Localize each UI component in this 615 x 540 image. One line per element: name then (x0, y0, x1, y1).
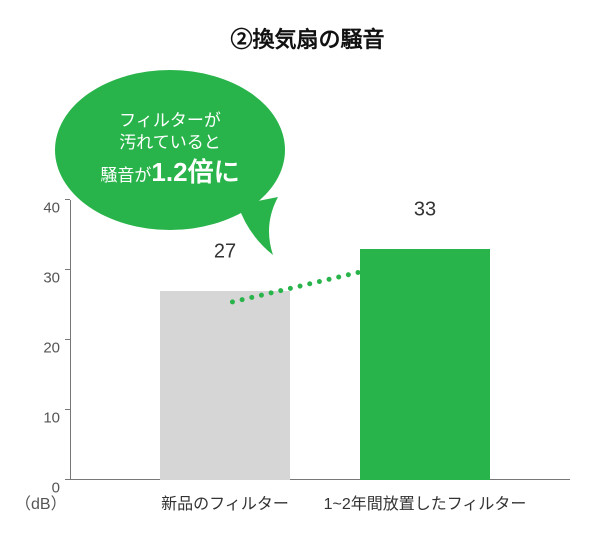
bar (360, 249, 490, 480)
y-tick-mark (65, 409, 70, 410)
callout-prefix: 騒音が (100, 166, 151, 185)
chart-title: ②換気扇の騒音 (0, 0, 615, 54)
callout-emphasis: 1.2倍に (151, 157, 239, 187)
y-axis (70, 200, 71, 480)
y-tick-mark (65, 199, 70, 200)
trend-arrow-head-icon (376, 246, 408, 278)
y-tick-label: 30 (20, 270, 60, 287)
y-axis-unit: （dB） (15, 490, 67, 514)
category-label: 新品のフィルター (161, 480, 289, 514)
y-tick-mark (65, 269, 70, 270)
category-label: 1~2年間放置したフィルター (324, 480, 527, 514)
callout-line-1: フィルターが (119, 110, 221, 133)
chart-plot-area: 010203040 27新品のフィルター331~2年間放置したフィルター (70, 200, 570, 480)
y-tick-label: 40 (20, 200, 60, 217)
bar (160, 291, 290, 480)
y-tick-label: 20 (20, 340, 60, 357)
callout-line-3: 騒音が1.2倍に (100, 155, 239, 190)
y-tick-mark (65, 339, 70, 340)
y-tick-label: 10 (20, 410, 60, 427)
y-tick-mark (65, 479, 70, 480)
callout-line-2: 汚れていると (119, 132, 221, 155)
bar-value-label: 33 (360, 198, 490, 221)
callout-bubble-tail-icon (218, 190, 296, 270)
